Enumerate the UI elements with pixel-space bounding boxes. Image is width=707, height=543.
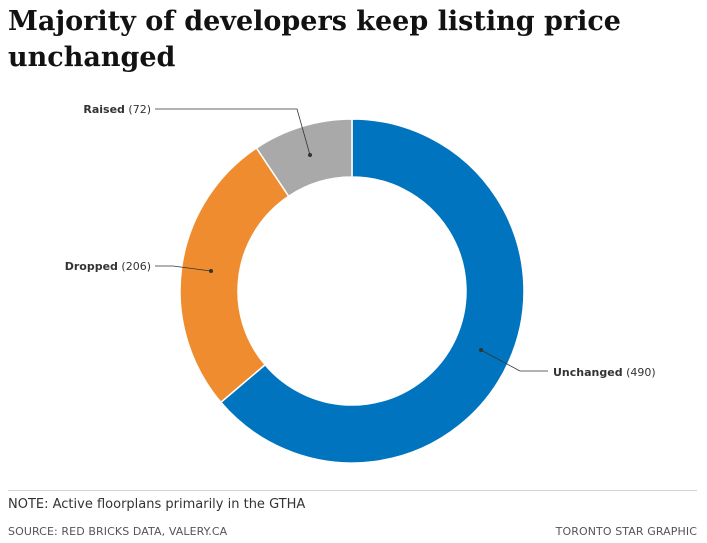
leader-line-dropped [155, 265, 212, 272]
leader-line-unchanged [480, 349, 548, 372]
footer-note: NOTE: Active floorplans primarily in the… [8, 497, 306, 512]
slice-label-value: (206) [118, 260, 151, 273]
slice-unchanged [219, 118, 525, 464]
slice-label-name: Raised [83, 103, 125, 116]
footer-divider [8, 490, 697, 491]
leader-dot-raised [308, 153, 312, 157]
slice-label-name: Dropped [65, 260, 118, 273]
slice-label-name: Unchanged [553, 366, 623, 379]
slice-label-value: (490) [623, 366, 656, 379]
slice-label-dropped: Dropped (206) [65, 260, 151, 273]
slice-labels: Unchanged (490) Dropped (206) Raised (72) [65, 103, 656, 379]
donut-slices [179, 118, 525, 464]
chart-title: Majority of developers keep listing pric… [8, 6, 621, 73]
footer-credit: TORONTO STAR GRAPHIC [555, 525, 697, 538]
leader-line-raised [155, 108, 311, 156]
slice-dropped [179, 146, 290, 404]
leader-dot-unchanged [479, 348, 483, 352]
donut-chart: Unchanged (490) Dropped (206) Raised (72) [65, 103, 656, 464]
slice-label-value: (72) [125, 103, 151, 116]
footer-source: SOURCE: RED BRICKS DATA, VALERY.CA [8, 525, 228, 538]
leader-dot-dropped [209, 269, 213, 273]
slice-label-raised: Raised (72) [83, 103, 151, 116]
slice-raised [255, 118, 353, 198]
slice-label-unchanged: Unchanged (490) [553, 366, 656, 379]
